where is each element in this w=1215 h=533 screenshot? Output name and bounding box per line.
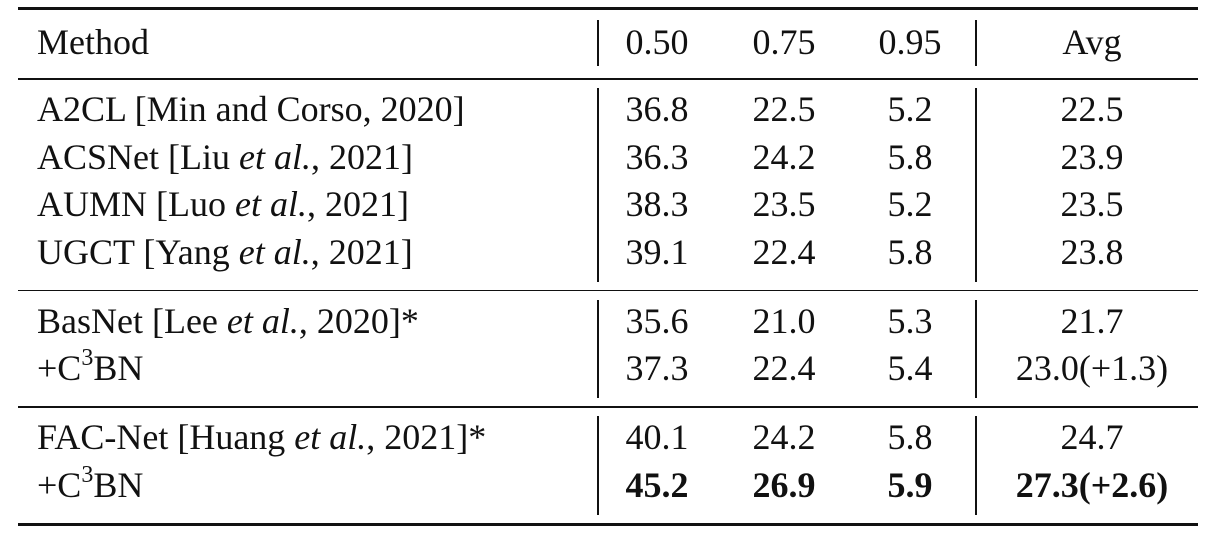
value-cell: 26.9 — [752, 464, 816, 505]
value-cell: 5.8 — [887, 231, 933, 272]
value-cell: 22.5 — [1060, 89, 1124, 129]
value-cell: 5.4 — [887, 348, 933, 388]
column-divider — [975, 299, 977, 398]
value-cell: 40.1 — [625, 417, 689, 457]
value-cell: 38.3 — [625, 184, 689, 224]
method-cell: UGCT [Yang et al., 2021] — [37, 232, 413, 272]
method-text: 3 — [81, 345, 94, 371]
value-cell: 5.9 — [887, 464, 933, 505]
method-text: BN — [93, 348, 144, 388]
value-cell: 5.3 — [887, 300, 933, 341]
value-cell: 0.50 — [625, 22, 689, 62]
column-divider — [975, 20, 977, 66]
value-cell: 23.8 — [1060, 231, 1124, 272]
value-cell: 0.75 — [752, 22, 816, 62]
method-text: 3 — [81, 461, 94, 488]
value-cell: 37.3 — [625, 348, 689, 388]
method-text: +C — [37, 348, 82, 388]
method-text: , 2021] — [310, 231, 413, 272]
value-cell: Avg — [1062, 22, 1122, 62]
value-cell: 23.5 — [752, 184, 816, 224]
value-cell: 22.4 — [752, 231, 816, 272]
rule — [18, 289, 1198, 291]
rule — [18, 78, 1198, 80]
method-cell: AUMN [Luo et al., 2021] — [37, 184, 409, 224]
value-cell: 5.8 — [887, 136, 933, 177]
value-cell: 23.9 — [1060, 136, 1124, 177]
column-divider — [597, 88, 599, 282]
value-cell: 22.5 — [752, 89, 816, 129]
rule — [18, 7, 1198, 10]
method-cell: ACSNet [Liu et al., 2021] — [37, 137, 413, 177]
method-text: et al. — [238, 231, 311, 272]
method-text: et al. — [294, 417, 367, 457]
method-text: ACSNet [Liu — [37, 136, 239, 177]
method-text: A2CL [Min and Corso, 2020] — [37, 89, 465, 129]
column-divider — [597, 20, 599, 66]
value-cell: 36.8 — [625, 89, 689, 129]
method-cell: FAC-Net [Huang et al., 2021]* — [37, 417, 486, 457]
method-cell: A2CL [Min and Corso, 2020] — [37, 89, 465, 129]
value-cell: 5.2 — [887, 184, 933, 224]
method-text: , 2021] — [306, 184, 409, 224]
rule — [18, 522, 1198, 526]
value-cell: 21.7 — [1060, 300, 1124, 341]
value-cell: 5.8 — [887, 417, 933, 457]
method-text: UGCT [Yang — [37, 231, 239, 272]
column-divider — [975, 416, 977, 515]
method-text: et al. — [226, 300, 299, 341]
method-text: FAC-Net [Huang — [37, 417, 295, 457]
method-cell: +C3BN — [37, 345, 144, 388]
value-cell: 22.4 — [752, 348, 816, 388]
value-cell: 27.3(+2.6) — [1015, 464, 1169, 505]
method-text: +C — [37, 464, 82, 505]
value-cell: 5.2 — [887, 89, 933, 129]
column-divider — [597, 416, 599, 515]
rule — [18, 406, 1198, 408]
value-cell: 35.6 — [625, 300, 689, 341]
method-cell: Method — [37, 22, 149, 62]
value-cell: 24.7 — [1060, 417, 1124, 457]
value-cell: 23.0(+1.3) — [1015, 348, 1169, 388]
method-text: AUMN [Luo — [37, 184, 235, 224]
method-cell: BasNet [Lee et al., 2020]* — [37, 301, 419, 341]
value-cell: 0.95 — [878, 22, 942, 62]
method-text: , 2020]* — [298, 300, 419, 341]
method-text: et al. — [239, 136, 311, 177]
column-divider — [597, 299, 599, 398]
value-cell: 45.2 — [625, 464, 689, 505]
method-text: et al. — [234, 184, 307, 224]
value-cell: 36.3 — [625, 136, 689, 177]
value-cell: 39.1 — [625, 231, 689, 272]
method-text: BN — [93, 464, 144, 505]
method-text: , 2021]* — [366, 417, 487, 457]
column-divider — [975, 88, 977, 282]
value-cell: 24.2 — [752, 417, 816, 457]
method-cell: +C3BN — [37, 461, 144, 505]
method-text: BasNet [Lee — [37, 300, 227, 341]
value-cell: 21.0 — [752, 300, 816, 341]
value-cell: 24.2 — [752, 136, 816, 177]
method-text: , 2021] — [310, 136, 413, 177]
value-cell: 23.5 — [1060, 184, 1124, 224]
